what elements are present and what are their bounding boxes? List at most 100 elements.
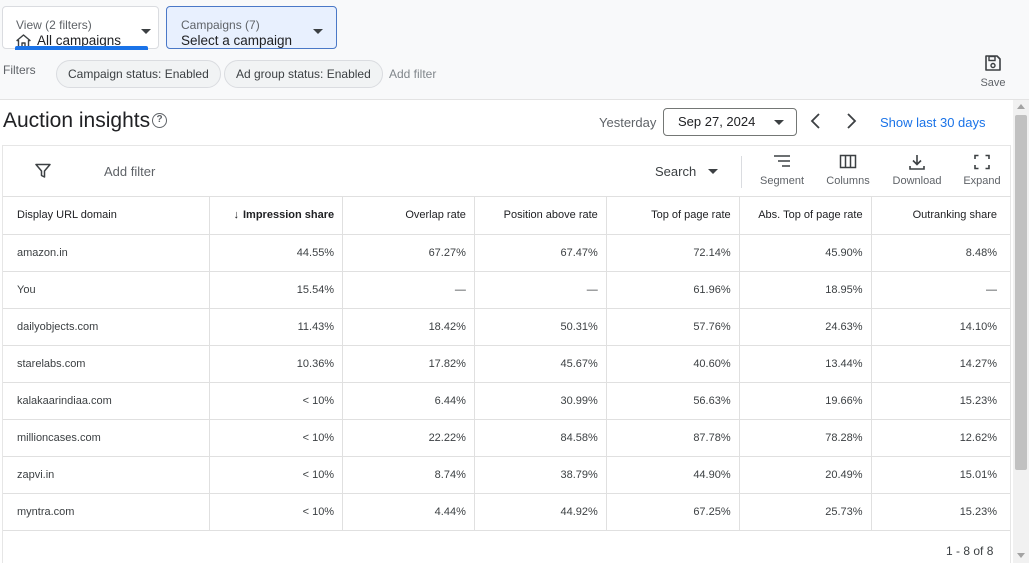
home-icon [16,33,31,48]
add-filter-link[interactable]: Add filter [389,67,437,81]
columns-button[interactable]: Columns [823,154,873,192]
domain-cell: millioncases.com [3,419,211,457]
metric-cell: 18.95% [739,271,872,309]
metric-cell: < 10% [209,493,344,531]
chevron-left-icon[interactable] [808,112,824,130]
metric-cell: 72.14% [606,234,740,272]
scroll-up-arrow-icon[interactable] [1017,104,1025,109]
metric-cell: < 10% [209,419,344,457]
metric-cell: 45.67% [474,345,607,383]
table-row: millioncases.com < 10% 22.22% 84.58% 87.78% 7… [3,419,1010,457]
add-filter-button[interactable]: Add filter [104,164,156,179]
metric-cell: 25.73% [739,493,872,531]
domain-cell: amazon.in [3,234,211,272]
campaign-picker-value: Select a campaign [181,33,293,48]
filter-chip-ad-group-status[interactable]: Ad group status: Enabled [224,60,383,88]
domain-cell: You [3,271,211,309]
metric-cell: 44.92% [474,493,607,531]
table-row: kalakaarindiaa.com < 10% 6.44% 30.99% 56.63%… [3,382,1010,420]
table-body: amazon.in 44.55% 67.27% 67.47% 72.14% 45.90% 8… [3,234,1010,531]
table-row: You 15.54% — —61.96% 18.95% — [3,271,1010,309]
view-picker[interactable]: View (2 filters) All campaigns [2,6,159,50]
column-header-position-above-rate[interactable]: Position above rate [474,197,607,235]
chevron-right-icon[interactable] [843,112,859,130]
column-header-top-of-page-rate[interactable]: Top of page rate [606,197,740,235]
expand-button[interactable]: Expand [961,154,1003,192]
metric-cell: 19.66% [739,382,872,420]
metric-cell: 44.90% [606,456,740,494]
campaign-picker[interactable]: Campaigns (7) Select a campaign [166,6,337,49]
chevron-down-icon [313,29,323,34]
domain-cell: starelabs.com [3,345,211,383]
column-header-overlap-rate[interactable]: Overlap rate [342,197,475,235]
show-last-30-days-link[interactable]: Show last 30 days [880,115,986,130]
toolbar-divider [741,156,742,188]
filter-icon[interactable] [35,163,51,179]
metric-cell: 24.63% [739,308,872,346]
date-range-value: Sep 27, 2024 [678,114,756,129]
metric-cell: 4.44% [342,493,475,531]
column-header-display-url-domain[interactable]: Display URL domain [3,197,211,235]
column-header-abs-top-of-page-rate[interactable]: Abs. Top of page rate [739,197,872,235]
metric-cell: 15.23% [871,382,1010,420]
metric-cell: < 10% [209,382,344,420]
filter-chip-campaign-status[interactable]: Campaign status: Enabled [56,60,221,88]
columns-icon [839,154,857,169]
save-icon [985,55,1001,71]
campaign-picker-sublabel: Campaigns (7) [181,18,260,32]
search-dropdown[interactable]: Search [655,164,718,179]
metric-cell: 15.23% [871,493,1010,531]
metric-cell: 61.96% [606,271,740,309]
scroll-down-arrow-icon[interactable] [1017,553,1025,558]
sort-descending-icon: ↓ [233,209,240,222]
metric-cell: 57.76% [606,308,740,346]
page-title: Auction insights [3,109,151,132]
download-label: Download [892,175,942,187]
save-label: Save [980,77,1006,89]
domain-cell: dailyobjects.com [3,308,211,346]
chevron-down-icon [708,169,718,174]
chevron-down-icon [774,120,784,125]
column-header-impression-share[interactable]: ↓ Impression share [209,197,344,235]
metric-cell: 14.27% [871,345,1010,383]
metric-cell: 45.90% [739,234,872,272]
pagination-summary: 1 - 8 of 8 [946,544,994,558]
auction-insights-card: Add filter Search Segment Columns Downlo… [2,145,1011,563]
segment-label: Segment [759,175,805,187]
metric-cell: 12.62% [871,419,1010,457]
save-button[interactable]: Save [972,54,1014,94]
expand-label: Expand [963,175,1001,187]
view-picker-sublabel: View (2 filters) [16,18,92,32]
metric-cell: 78.28% [739,419,872,457]
top-bar: View (2 filters) All campaigns Campaigns… [0,0,1029,100]
metric-cell: 14.10% [871,308,1010,346]
download-icon [909,155,925,170]
metric-cell: 20.49% [739,456,872,494]
scrollbar-thumb[interactable] [1015,115,1027,470]
help-icon[interactable]: ? [152,113,167,128]
filters-label: Filters [3,63,36,77]
column-header-outranking-share[interactable]: Outranking share [871,197,1010,235]
table-header-row: Display URL domain ↓ Impression share Ove… [3,197,1010,235]
metric-cell: 15.01% [871,456,1010,494]
column-header-impression-share-label: Impression share [243,209,335,222]
metric-cell: 38.79% [474,456,607,494]
metric-cell: 13.44% [739,345,872,383]
table-row: zapvi.in < 10% 8.74% 38.79% 44.90% 20.49% 15.0… [3,456,1010,494]
metric-cell: 18.42% [342,308,475,346]
metric-cell: 15.54% [209,271,344,309]
metric-cell: 67.27% [342,234,475,272]
view-picker-active-indicator [15,46,148,50]
columns-label: Columns [826,175,870,187]
domain-cell: kalakaarindiaa.com [3,382,211,420]
metric-cell: 84.58% [474,419,607,457]
date-preset-label: Yesterday [599,115,657,130]
segment-button[interactable]: Segment [756,154,808,192]
table-row: myntra.com < 10% 4.44% 44.92% 67.25% 25.73% 15… [3,493,1010,531]
view-picker-value-wrap: All campaigns [16,33,121,48]
domain-cell: myntra.com [3,493,211,531]
download-button[interactable]: Download [889,154,945,192]
metric-cell: 8.48% [871,234,1010,272]
date-range-select[interactable]: Sep 27, 2024 [663,108,797,136]
table-row: dailyobjects.com 11.43% 18.42% 50.31% 57.76%… [3,308,1010,346]
